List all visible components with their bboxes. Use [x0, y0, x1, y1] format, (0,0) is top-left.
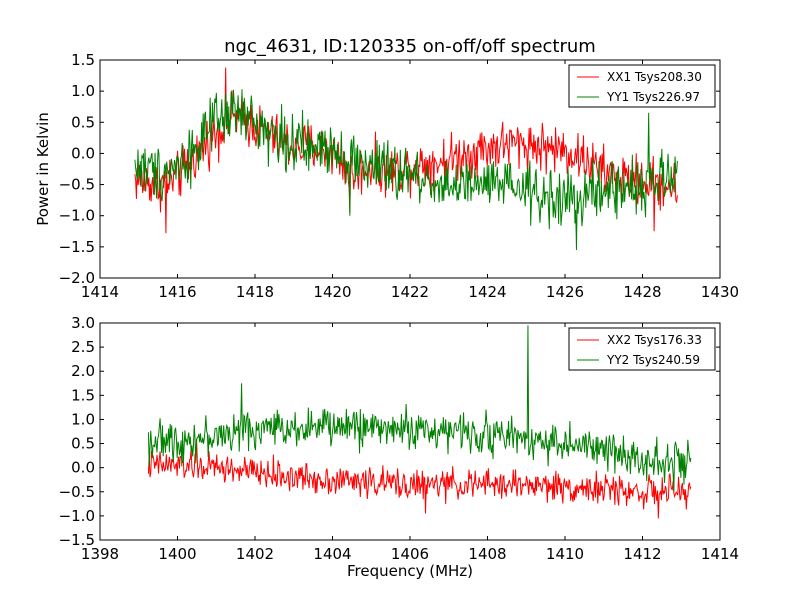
bottom-spectrum-panel: 1398 1400 1402 1404 1406 1408 1410 1412 1414 −1.5… [59, 314, 740, 580]
x-tick-label: 1404 [313, 545, 351, 563]
x-tick-label: 1402 [236, 545, 274, 563]
legend-entry: YY1 Tsys226.97 [606, 90, 700, 104]
series-line-yy1 [134, 89, 678, 250]
x-tick-label: 1414 [81, 283, 119, 301]
plot-area [147, 325, 692, 519]
series-line-xx2 [147, 438, 692, 519]
x-tick-label: 1416 [158, 283, 196, 301]
legend-box [568, 64, 716, 108]
legend-entry: XX2 Tsys176.33 [607, 333, 702, 347]
y-tick-label: 0.0 [71, 144, 95, 162]
x-tick-label: 1406 [391, 545, 429, 563]
y-tick-label: 1.5 [71, 51, 95, 69]
y-tick-label: 3.0 [71, 314, 95, 332]
x-tick-label: 1422 [391, 283, 429, 301]
legend: XX2 Tsys176.33 YY2 Tsys240.59 [568, 327, 716, 371]
legend-box [568, 327, 716, 371]
x-tick-label: 1408 [468, 545, 506, 563]
y-tick-label: 1.5 [71, 386, 95, 404]
y-tick-label: −1.0 [59, 207, 95, 225]
x-tick-label: 1414 [701, 545, 739, 563]
y-tick-label: 1.0 [71, 410, 95, 428]
x-tick-label: 1426 [546, 283, 584, 301]
x-tick-label: 1424 [468, 283, 506, 301]
y-tick-label: −0.5 [59, 176, 95, 194]
x-tick-label: 1400 [158, 545, 196, 563]
x-tick-label: 1420 [313, 283, 351, 301]
y-tick-label: −1.5 [59, 531, 95, 549]
chart-title: ngc_4631, ID:120335 on-off/off spectrum [224, 36, 596, 57]
legend: XX1 Tsys208.30 YY1 Tsys226.97 [568, 64, 716, 108]
y-tick-label: 2.5 [71, 338, 95, 356]
top-spectrum-panel: 1414 1416 1418 1420 1422 1424 1426 1428 1430 −2.0… [34, 51, 739, 301]
y-tick-label: 1.0 [71, 82, 95, 100]
series-line-yy2 [147, 325, 692, 492]
y-tick-label: 0.5 [71, 435, 95, 453]
x-tick-label: 1430 [701, 283, 739, 301]
y-tick-label: 0.0 [71, 459, 95, 477]
y-tick-label: 2.0 [71, 362, 95, 380]
y-tick-label: −0.5 [59, 483, 95, 501]
y-tick-label: −1.5 [59, 238, 95, 256]
x-tick-label: 1428 [623, 283, 661, 301]
y-tick-label: 0.5 [71, 113, 95, 131]
y-tick-label: −1.0 [59, 507, 95, 525]
legend-entry: XX1 Tsys208.30 [607, 70, 702, 84]
x-tick-label: 1410 [546, 545, 584, 563]
x-tick-label: 1398 [81, 545, 119, 563]
y-axis-label: Power in Kelvin [34, 112, 52, 226]
legend-entry: YY2 Tsys240.59 [606, 353, 700, 367]
x-axis-label: Frequency (MHz) [347, 562, 473, 580]
x-tick-label: 1418 [236, 283, 274, 301]
plot-area [134, 67, 678, 250]
y-tick-label: −2.0 [59, 269, 95, 287]
x-tick-label: 1412 [623, 545, 661, 563]
